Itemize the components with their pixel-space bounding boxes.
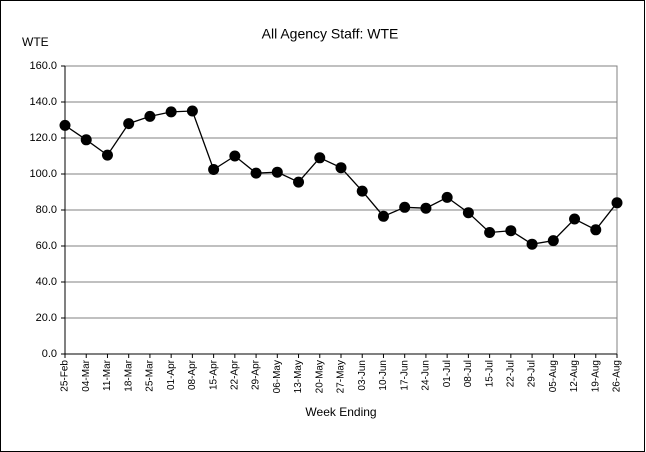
data-point (569, 213, 581, 225)
y-tick-label: 20.0 (36, 312, 57, 324)
data-point (208, 164, 220, 175)
y-tick-label: 160.0 (29, 60, 57, 72)
x-tick-label: 20-May (314, 360, 325, 393)
x-axis-title: Week Ending (305, 405, 376, 419)
x-tick-label: 13-May (293, 360, 304, 393)
y-tick-label: 0.0 (42, 348, 57, 360)
data-point (80, 134, 92, 146)
x-tick-label: 22-Apr (229, 359, 240, 390)
x-tick-label: 15-Apr (208, 359, 219, 390)
data-point (462, 207, 474, 219)
data-point (399, 201, 411, 213)
data-point (505, 225, 517, 237)
data-point (229, 150, 241, 162)
data-point (420, 202, 432, 214)
y-axis-title: WTE (22, 35, 49, 49)
y-tick-label: 100.0 (29, 168, 57, 180)
y-tick-label: 80.0 (36, 204, 57, 216)
x-tick-label: 25-Feb (60, 360, 71, 392)
data-point (123, 118, 135, 130)
data-point (441, 191, 453, 203)
y-tick-label: 140.0 (29, 96, 57, 108)
x-tick-label: 01-Apr (166, 359, 177, 390)
x-tick-label: 06-May (272, 360, 283, 393)
data-point (165, 106, 177, 118)
x-tick-label: 24-Jun (421, 360, 432, 391)
data-point (590, 224, 602, 236)
data-point (356, 185, 368, 197)
y-tick-label: 40.0 (36, 276, 57, 288)
data-point (377, 210, 389, 222)
y-tick-label: 120.0 (29, 132, 57, 144)
x-tick-label: 08-Apr (187, 359, 198, 390)
x-tick-label: 26-Aug (612, 360, 623, 392)
x-tick-label: 04-Mar (81, 359, 92, 391)
x-tick-label: 03-Jun (357, 360, 368, 391)
data-point (314, 152, 326, 164)
data-point (186, 105, 198, 117)
x-tick-label: 10-Jun (378, 360, 389, 391)
data-point (335, 162, 347, 174)
x-tick-label: 18-Mar (123, 359, 134, 391)
data-point (547, 235, 559, 247)
data-point (293, 176, 305, 188)
x-tick-label: 01-Jul (442, 360, 453, 387)
data-point (250, 167, 262, 179)
data-point (144, 110, 156, 122)
x-tick-label: 25-Mar (145, 359, 156, 391)
x-tick-label: 08-Jul (463, 360, 474, 387)
x-tick-label: 15-Jul (484, 360, 495, 387)
data-point (526, 238, 538, 250)
chart-title: All Agency Staff: WTE (262, 26, 399, 42)
x-tick-label: 12-Aug (569, 360, 580, 392)
x-tick-label: 05-Aug (548, 360, 559, 392)
x-tick-label: 27-May (336, 360, 347, 393)
data-point (611, 197, 623, 209)
x-tick-label: 19-Aug (590, 360, 601, 392)
x-tick-label: 11-Mar (102, 359, 113, 391)
x-tick-label: 17-Jun (399, 360, 410, 391)
x-tick-label: 29-Apr (251, 359, 262, 390)
data-point (271, 166, 283, 178)
data-point (101, 149, 113, 161)
x-tick-label: 29-Jul (527, 360, 538, 387)
data-point (59, 119, 71, 131)
x-tick-label: 22-Jul (505, 360, 516, 387)
y-tick-label: 60.0 (36, 240, 57, 252)
data-point (484, 227, 496, 238)
